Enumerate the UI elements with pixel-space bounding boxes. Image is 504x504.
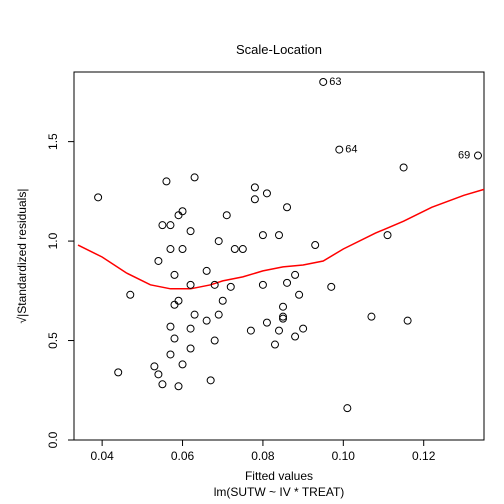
data-point — [296, 291, 303, 298]
data-point — [271, 341, 278, 348]
data-point — [167, 323, 174, 330]
data-point — [175, 383, 182, 390]
data-point — [167, 246, 174, 253]
data-point — [328, 283, 335, 290]
data-point — [251, 196, 258, 203]
scale-location-plot: 0.04 0.06 0.08 0.10 0.12 0.0 0.5 1.0 1.5 Scale-Lo… — [0, 0, 504, 504]
data-point — [171, 301, 178, 308]
data-point — [179, 361, 186, 368]
data-point — [251, 184, 258, 191]
data-point — [187, 325, 194, 332]
data-point — [167, 351, 174, 358]
data-point — [276, 232, 283, 239]
data-point — [175, 212, 182, 219]
data-point — [187, 281, 194, 288]
data-point — [292, 271, 299, 278]
data-point — [203, 317, 210, 324]
data-point — [474, 152, 481, 159]
data-point — [179, 208, 186, 215]
data-point — [187, 228, 194, 235]
data-point — [312, 242, 319, 249]
data-point — [368, 313, 375, 320]
data-point — [215, 311, 222, 318]
plot-title: Scale-Location — [236, 42, 322, 57]
x-tick-label: 0.04 — [90, 449, 114, 463]
point-label: 69 — [458, 150, 470, 162]
data-point — [276, 327, 283, 334]
data-point — [263, 319, 270, 326]
data-point — [127, 291, 134, 298]
data-point — [239, 246, 246, 253]
data-point — [259, 281, 266, 288]
data-point — [211, 337, 218, 344]
x-tick-label: 0.06 — [171, 449, 195, 463]
data-point — [191, 174, 198, 181]
x-tick-label: 0.08 — [251, 449, 275, 463]
data-point — [203, 267, 210, 274]
data-point — [247, 327, 254, 334]
data-point — [300, 325, 307, 332]
data-point — [336, 146, 343, 153]
data-point — [151, 363, 158, 370]
data-point — [207, 377, 214, 384]
data-point — [259, 232, 266, 239]
data-point — [115, 369, 122, 376]
lowess-line — [78, 189, 484, 288]
plot-border — [74, 72, 484, 440]
data-point — [344, 405, 351, 412]
y-tick-label: 0.5 — [46, 332, 60, 349]
data-point — [231, 246, 238, 253]
data-point — [159, 381, 166, 388]
data-point — [404, 317, 411, 324]
data-point — [400, 164, 407, 171]
data-point — [191, 311, 198, 318]
chart-subtitle: lm(SUTW ~ IV * TREAT) — [214, 485, 345, 499]
data-point — [215, 238, 222, 245]
data-point — [163, 178, 170, 185]
x-axis-title: Fitted values — [245, 469, 313, 483]
data-point — [167, 222, 174, 229]
data-point — [155, 257, 162, 264]
data-point — [171, 271, 178, 278]
y-axis-title: √|Standardized residuals| — [15, 189, 29, 324]
data-point — [263, 190, 270, 197]
x-tick-label: 0.12 — [412, 449, 436, 463]
point-label: 64 — [345, 144, 357, 156]
data-point — [179, 246, 186, 253]
x-tick-label: 0.10 — [332, 449, 356, 463]
point-label: 63 — [329, 76, 341, 88]
y-tick-label: 1.5 — [46, 133, 60, 150]
data-point — [171, 335, 178, 342]
data-point — [292, 333, 299, 340]
data-point — [175, 297, 182, 304]
chart-svg: 0.04 0.06 0.08 0.10 0.12 0.0 0.5 1.0 1.5 Scale-Lo… — [0, 0, 504, 504]
data-point — [159, 222, 166, 229]
data-point — [227, 283, 234, 290]
y-tick-label: 1.0 — [46, 232, 60, 249]
data-point — [284, 279, 291, 286]
y-tick-label: 0.0 — [46, 431, 60, 448]
data-point — [95, 194, 102, 201]
data-point — [219, 297, 226, 304]
data-point — [284, 204, 291, 211]
data-point — [320, 78, 327, 85]
data-point — [280, 303, 287, 310]
data-point — [155, 371, 162, 378]
data-point — [223, 212, 230, 219]
data-point — [384, 232, 391, 239]
data-point — [187, 345, 194, 352]
